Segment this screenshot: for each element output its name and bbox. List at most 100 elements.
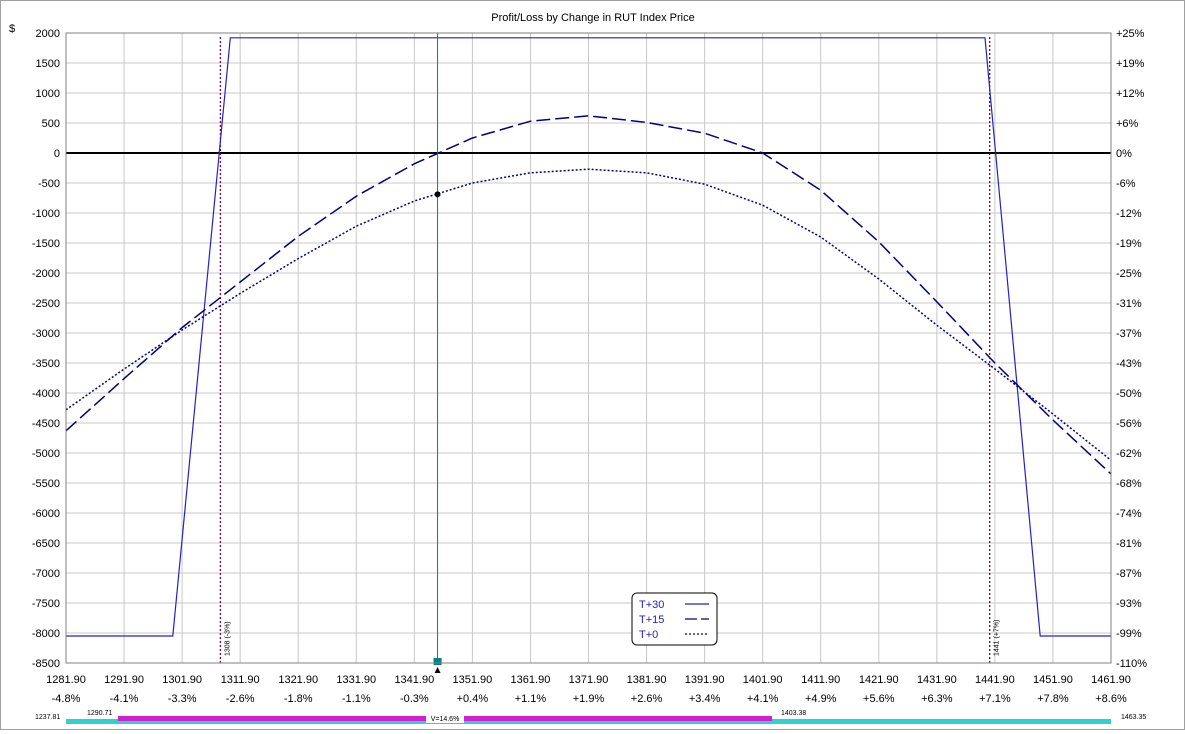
right-tick-label: -31% [1116,298,1142,310]
right-tick-label: -6% [1116,178,1136,190]
plot-border [65,32,1112,664]
x-pct-label: +7.1% [979,693,1011,705]
x-tick-label: 1451.90 [1033,674,1073,686]
right-tick-label: -74% [1116,508,1142,520]
x-pct-label: -3.3% [168,693,197,705]
x-pct-label: +1.9% [573,693,605,705]
y-tick-label: -500 [38,178,60,190]
x-tick-label: 1361.90 [511,674,551,686]
right-tick-label: -19% [1116,238,1142,250]
right-tick-label: -93% [1116,598,1142,610]
y-tick-label: -4000 [32,388,60,400]
x-tick-label: 1461.90 [1091,674,1131,686]
y-tick-label: -8000 [32,628,60,640]
x-pct-label: +7.8% [1037,693,1069,705]
right-tick-label: -62% [1116,448,1142,460]
right-tick-label: +12% [1116,88,1145,100]
legend-label: T+0 [639,629,658,641]
right-tick-label: -37% [1116,328,1142,340]
x-tick-labels: 1281.90 -4.8% 1291.90 -4.1% 1301.90 -3.3% 1311… [46,674,1131,705]
x-tick-label: 1411.90 [801,674,840,686]
y-tick-label: 2000 [36,28,60,40]
y-tick-label: -1000 [32,208,60,220]
y-tick-label: -5500 [32,478,60,490]
x-pct-label: +5.6% [863,693,895,705]
y-tick-label: -7500 [32,598,60,610]
x-tick-label: 1311.90 [221,674,260,686]
right-tick-label: +6% [1116,118,1139,130]
y-tick-label: -3500 [32,358,60,370]
range-inner-high: 1403.38 [781,710,806,717]
right-tick-label: -12% [1116,208,1142,220]
right-tick-label: -110% [1116,658,1147,670]
range-outer-low: 1237.81 [35,714,60,721]
right-tick-label: -43% [1116,358,1142,370]
x-tick-label: 1441.90 [975,674,1015,686]
y-tick-label: -7000 [32,568,60,580]
x-tick-label: 1281.90 [46,674,86,686]
x-tick-label: 1431.90 [917,674,957,686]
legend-label: T+15 [639,614,664,626]
legend-label: T+30 [639,599,664,611]
x-pct-label: +2.6% [631,693,663,705]
x-tick-label: 1301.90 [162,674,202,686]
x-pct-label: -2.6% [226,693,255,705]
x-tick-label: 1291.90 [104,674,144,686]
right-tick-label: -25% [1116,268,1142,280]
x-tick-label: 1321.90 [278,674,318,686]
x-pct-label: -0.3% [400,693,429,705]
right-tick-labels: +25% +19% +12% +6% 0% -6% -12% -19% -25% -31% -37%… [1116,28,1147,670]
y-tick-label: 1500 [36,58,60,70]
y-tick-label: -6500 [32,538,60,550]
y-tick-label: -5000 [32,448,60,460]
y-tick-label: 0 [54,148,60,160]
series-tplus30 [66,37,1111,637]
series-tplus0 [65,168,1112,461]
legend: T+30 T+15 T+0 [631,592,718,646]
y-tick-labels: 2000 1500 1000 500 0 -500 -1000 -1500 -2000 -2500… [32,28,60,670]
x-pct-label: +4.1% [747,693,779,705]
x-pct-label: +0.4% [457,693,489,705]
x-pct-label: -1.8% [284,693,313,705]
right-tick-label: -50% [1116,388,1142,400]
x-pct-label: +1.1% [515,693,547,705]
right-tick-label: +25% [1116,28,1145,40]
range-center-label: V=14.6% [431,716,460,723]
x-tick-label: 1371.90 [569,674,609,686]
right-tick-label: -81% [1116,538,1142,550]
x-pct-label: +8.6% [1095,693,1127,705]
x-tick-label: 1351.90 [453,674,493,686]
x-pct-label: -1.1% [342,693,371,705]
x-tick-label: 1331.90 [336,674,376,686]
range-inner-low: 1290.71 [87,710,112,717]
range-outer-bar [66,719,1111,724]
current-price [433,33,442,673]
y-tick-label: -6000 [32,508,60,520]
right-tick-label: -56% [1116,418,1142,430]
breakeven-marker-label: 1441 (+7%) [994,620,1001,656]
breakeven-marker-label: 1308 (-3%) [224,621,231,656]
series-tplus15 [65,115,1112,475]
y-tick-label: -1500 [32,238,60,250]
right-tick-label: -68% [1116,478,1142,490]
right-tick-label: -87% [1116,568,1142,580]
current-price-point [434,191,441,198]
x-tick-label: 1401.90 [743,674,783,686]
x-pct-label: +3.4% [689,693,721,705]
y-tick-label: 500 [42,118,60,130]
y-tick-label: -4500 [32,418,60,430]
x-pct-label: -4.1% [110,693,139,705]
x-pct-label: +4.9% [805,693,837,705]
range-outer-high: 1463.35 [1121,714,1146,721]
y-tick-label: -2000 [32,268,60,280]
right-tick-label: 0% [1116,148,1132,160]
x-pct-label: -4.8% [52,693,81,705]
range-bar: 1237.81 1290.71 V=14.6% 1403.38 1463.35 [35,710,1146,724]
range-center-bg [426,714,464,723]
y-tick-label: -3000 [32,328,60,340]
current-price-marker [433,658,442,665]
current-price-arrow [434,667,441,673]
right-tick-label: +19% [1116,58,1145,70]
